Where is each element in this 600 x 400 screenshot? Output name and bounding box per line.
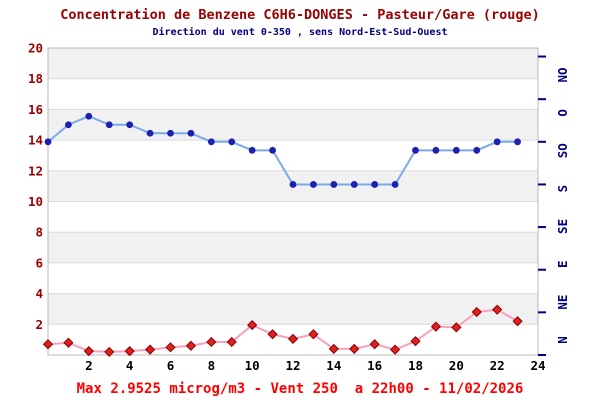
wind-data-point [167, 129, 174, 137]
plot-band [48, 293, 538, 325]
wind-data-point [493, 138, 501, 146]
right-axis-label: S [555, 185, 570, 193]
wind-data-point [248, 146, 256, 154]
wind-data-point [371, 181, 379, 188]
right-axis-label: NO [555, 67, 570, 82]
wind-data-point [146, 129, 154, 137]
wind-data-point [228, 138, 236, 146]
max-caption: Max 2.9525 microg/m3 - Vent 250 a 22h00 … [76, 381, 524, 397]
wind-data-point [514, 138, 521, 146]
wind-data-point [310, 181, 317, 188]
wind-data-point [85, 112, 93, 120]
wind-data-point [65, 121, 72, 129]
right-axis-label: NE [555, 295, 570, 310]
y-axis-label: 6 [35, 255, 43, 270]
wind-data-point [289, 181, 297, 188]
wind-data-point [126, 121, 134, 129]
x-axis-label: 14 [326, 358, 341, 373]
wind-data-point [44, 138, 52, 146]
y-axis-label: 12 [28, 163, 43, 178]
benzene-data-point [430, 321, 442, 332]
benzene-data-point [410, 336, 421, 347]
wind-data-point [350, 181, 358, 188]
benzene-data-point [165, 342, 176, 353]
right-axis-label: E [555, 261, 570, 269]
y-axis-label: 8 [35, 225, 43, 240]
wind-data-point [105, 121, 113, 129]
x-axis-label: 10 [245, 358, 260, 373]
benzene-data-point [267, 329, 278, 340]
benzene-data-point [83, 346, 94, 357]
benzene-data-point [63, 337, 74, 348]
x-axis-label: 18 [408, 358, 423, 373]
x-axis-label: 22 [490, 358, 505, 373]
benzene-data-point [226, 336, 237, 348]
wind-data-point [473, 146, 481, 154]
benzene-data-point [104, 346, 115, 358]
plot-band [48, 140, 538, 171]
benzene-data-point [144, 344, 156, 355]
plot-band [48, 201, 538, 233]
y-axis-label: 2 [35, 317, 43, 332]
wind-data-point [391, 181, 399, 188]
benzene-data-point [328, 343, 339, 354]
benzene-data-point [492, 304, 503, 315]
plot-band [48, 78, 538, 110]
wind-data-point [269, 146, 276, 154]
benzene-data-point [389, 344, 401, 355]
right-axis-label: SO [555, 143, 570, 158]
y-axis-label: 14 [28, 133, 43, 148]
wind-data-point [412, 146, 419, 154]
wind-data-point [432, 146, 440, 154]
benzene-data-point [369, 339, 380, 350]
x-axis-label: 4 [126, 358, 134, 373]
plot-border [47, 47, 539, 356]
chart-title: Concentration de Benzene C6H6-DONGES - P… [60, 7, 540, 23]
plot-band [48, 48, 538, 79]
plot-band [48, 232, 538, 263]
chart-subtitle: Direction du vent 0-350 , sens Nord-Est-… [152, 27, 448, 38]
plot-band [48, 262, 538, 294]
wind-data-point [207, 138, 215, 146]
x-axis-label: 24 [530, 358, 545, 373]
benzene-data-point [308, 329, 319, 340]
benzene-data-point [42, 339, 54, 350]
benzene-data-point [471, 306, 482, 318]
wind-data-point [452, 146, 460, 154]
x-axis-label: 8 [208, 358, 216, 373]
right-axis-label: SE [555, 219, 570, 234]
wind-direction-line [47, 115, 518, 186]
right-axis-label: O [555, 109, 570, 117]
benzene-data-point [124, 346, 135, 357]
y-axis-label: 4 [35, 286, 43, 301]
benzene-data-point [287, 333, 299, 344]
wind-data-point [187, 129, 195, 137]
benzene-data-point [451, 322, 462, 333]
y-axis-label: 20 [28, 41, 43, 56]
x-axis-label: 2 [85, 358, 93, 373]
y-axis-label: 16 [28, 102, 43, 117]
x-axis-label: 6 [167, 358, 175, 373]
x-axis-label: 20 [449, 358, 464, 373]
x-axis-label: 12 [285, 358, 300, 373]
benzene-data-point [512, 316, 523, 327]
benzene-data-point [185, 340, 197, 351]
wind-data-point [330, 181, 338, 188]
benzene-data-point [206, 336, 217, 348]
y-axis-label: 10 [28, 194, 43, 209]
benzene-data-point [349, 343, 360, 354]
y-axis-label: 18 [28, 71, 43, 86]
right-axis-label: N [555, 336, 570, 344]
x-axis-label: 16 [367, 358, 382, 373]
benzene-data-point [247, 319, 258, 331]
